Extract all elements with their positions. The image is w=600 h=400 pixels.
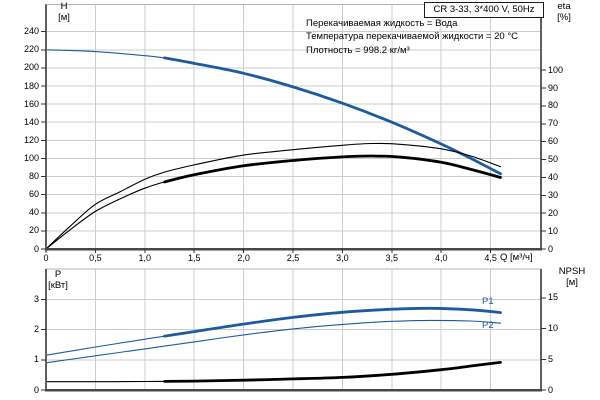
y-left-tick-label: 240 xyxy=(23,26,39,37)
y-left-tick-label: 120 xyxy=(23,134,39,145)
y-right-tick-label: 10 xyxy=(548,323,559,334)
y-left-tick-label: 2 xyxy=(33,324,39,334)
P1-curve-thick xyxy=(163,306,502,338)
y-right-tick-label: 30 xyxy=(548,189,559,200)
x-tick-label: 1,0 xyxy=(138,253,152,263)
y-right-tick-label: 15 xyxy=(548,292,559,303)
power-axis-title: P [кВт] xyxy=(38,269,78,291)
y-left-tick-label: 200 xyxy=(23,62,39,73)
y-right-tick-label: 10 xyxy=(548,225,559,236)
y-right-tick-label: 70 xyxy=(548,118,559,129)
x-tick-label: 0 xyxy=(43,253,49,263)
eta-pump-motor-curve-thin xyxy=(45,155,502,250)
y-right-tick-label: 60 xyxy=(548,136,559,147)
y-left-tick-label: 3 xyxy=(33,293,39,304)
x-tick-label: 4,5 xyxy=(484,253,497,263)
y-left-tick-label: 180 xyxy=(23,80,39,91)
y-left-tick-label: 140 xyxy=(23,116,39,127)
flow-axis-title: Q [м³/ч] xyxy=(500,252,533,263)
eta-pump-curve-thin xyxy=(45,142,502,250)
y-left-tick-label: 40 xyxy=(28,207,39,218)
x-tick-label: 2,0 xyxy=(237,253,250,263)
y-right-tick-label: 0 xyxy=(548,243,554,254)
annotation-fluid: Перекачиваемая жидкость = Вода xyxy=(306,18,458,29)
power-axis-title-symbol: P xyxy=(54,269,62,280)
efficiency-axis-title-symbol: eta xyxy=(557,1,571,12)
y-left-tick-label: 0 xyxy=(33,243,39,254)
H-curve-thick xyxy=(163,56,502,176)
y-left-tick-label: 80 xyxy=(28,171,39,182)
y-left-tick-label: 20 xyxy=(28,225,39,236)
y-right-tick-label: 90 xyxy=(548,82,559,93)
x-tick-label: 4,0 xyxy=(434,253,448,263)
x-tick-label: 2,5 xyxy=(286,253,300,263)
annotation-density: Плотность = 998.2 кг/м³ xyxy=(306,44,410,56)
x-tick-label: 1,5 xyxy=(187,253,201,263)
y-right-tick-label: 0 xyxy=(548,384,554,395)
y-left-tick-label: 100 xyxy=(23,152,39,163)
p1-curve-label: P1 xyxy=(482,296,494,307)
y-right-tick-label: 40 xyxy=(548,171,559,182)
head-axis-title-symbol: H xyxy=(60,1,68,12)
y-left-tick-label: 160 xyxy=(23,98,39,109)
npsh-axis-title: NPSH [м] xyxy=(548,266,596,288)
eta-pump-motor-curve-thick xyxy=(163,154,502,184)
fluid-annotations: Перекачиваемая жидкость = Вода Температу… xyxy=(306,17,518,57)
y-right-tick-label: 20 xyxy=(548,207,559,218)
x-tick-label: 0,5 xyxy=(89,253,102,263)
NPSH-curve-thick xyxy=(163,361,502,383)
npsh-axis-title-unit: [м] xyxy=(566,277,578,288)
P2-curve-thin xyxy=(45,319,502,364)
y-left-tick-label: 1 xyxy=(33,354,39,365)
y-left-tick-label: 0 xyxy=(33,384,39,395)
head-axis-title-unit: [м] xyxy=(58,12,70,23)
y-left-tick-label: 220 xyxy=(23,44,39,55)
annotation-temperature: Температура перекачиваемой жидкости = 20… xyxy=(306,31,518,43)
x-tick-label: 3,0 xyxy=(336,253,349,263)
y-right-tick-label: 100 xyxy=(548,64,564,75)
power-axis-title-unit: [кВт] xyxy=(48,280,68,291)
y-right-tick-label: 5 xyxy=(548,353,554,364)
y-left-tick-label: 60 xyxy=(28,189,39,200)
efficiency-axis-title-unit: [%] xyxy=(557,12,571,23)
pump-model-title: CR 3-33, 3*400 V, 50Hz xyxy=(424,2,544,18)
y-right-tick-label: 80 xyxy=(548,100,559,111)
p2-curve-label: P2 xyxy=(482,320,494,331)
npsh-axis-title-symbol: NPSH xyxy=(558,266,586,277)
x-tick-label: 3,5 xyxy=(385,253,399,263)
efficiency-axis-title: eta [%] xyxy=(546,1,582,23)
y-right-tick-label: 50 xyxy=(548,154,559,165)
head-axis-title: H [м] xyxy=(46,1,82,23)
